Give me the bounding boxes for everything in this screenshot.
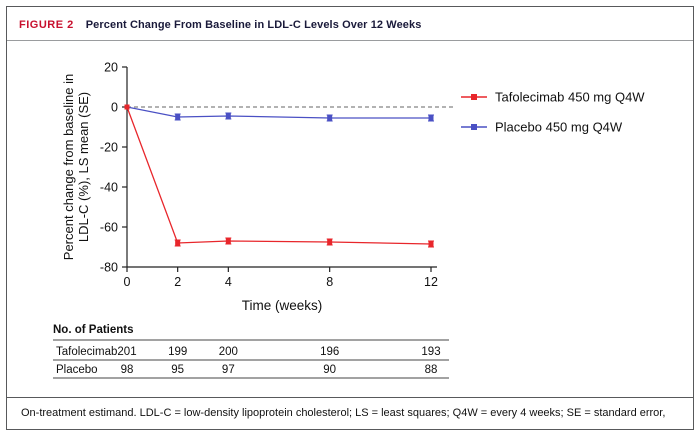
series-line bbox=[126, 106, 432, 245]
data-marker bbox=[175, 240, 181, 246]
y-tick-label: 0 bbox=[111, 100, 118, 114]
patients-row-label: Tafolecimab bbox=[56, 346, 117, 358]
x-axis-label: Time (weeks) bbox=[242, 298, 323, 313]
y-axis-label: Percent change from baseline inLDL-C (%)… bbox=[61, 74, 91, 260]
patients-count: 201 bbox=[117, 346, 136, 358]
data-marker bbox=[225, 113, 231, 119]
y-tick-label: 20 bbox=[104, 60, 118, 74]
figure-panel: FIGURE 2 Percent Change From Baseline in … bbox=[6, 6, 694, 430]
x-tick-label: 0 bbox=[124, 275, 131, 289]
x-tick-label: 8 bbox=[326, 275, 333, 289]
patients-count: 200 bbox=[219, 346, 238, 358]
x-tick-label: 12 bbox=[424, 275, 438, 289]
y-tick-label: -60 bbox=[100, 220, 118, 234]
patients-table-title: No. of Patients bbox=[53, 324, 134, 336]
series-line bbox=[126, 106, 431, 119]
figure-label: FIGURE 2 bbox=[19, 19, 74, 31]
patients-count: 90 bbox=[323, 364, 336, 376]
data-marker bbox=[428, 241, 434, 247]
data-marker bbox=[327, 115, 333, 121]
patients-count: 196 bbox=[320, 346, 339, 358]
y-tick-label: -40 bbox=[100, 180, 118, 194]
figure-title: Percent Change From Baseline in LDL-C Le… bbox=[85, 19, 422, 31]
y-tick-label: -80 bbox=[100, 260, 118, 274]
x-tick-label: 2 bbox=[174, 275, 181, 289]
legend-item-label: Placebo 450 mg Q4W bbox=[495, 120, 623, 135]
legend-item-label: Tafolecimab 450 mg Q4W bbox=[495, 90, 645, 105]
patients-count: 193 bbox=[421, 346, 440, 358]
patients-row-label: Placebo bbox=[56, 364, 98, 376]
data-marker bbox=[175, 114, 181, 120]
y-tick-label: -20 bbox=[100, 140, 118, 154]
x-tick-label: 4 bbox=[225, 275, 232, 289]
legend-swatch-marker bbox=[471, 124, 477, 130]
patients-count: 97 bbox=[222, 364, 235, 376]
data-marker bbox=[428, 115, 434, 121]
data-marker bbox=[225, 238, 231, 244]
patients-count: 98 bbox=[121, 364, 134, 376]
figure-footnote: On-treatment estimand. LDL-C = low-densi… bbox=[7, 397, 693, 429]
patients-count: 199 bbox=[168, 346, 187, 358]
data-marker bbox=[327, 239, 333, 245]
figure-header: FIGURE 2 Percent Change From Baseline in … bbox=[7, 7, 693, 41]
data-marker bbox=[124, 104, 130, 110]
patients-count: 88 bbox=[425, 364, 438, 376]
patients-count: 95 bbox=[171, 364, 184, 376]
legend-swatch-marker bbox=[471, 94, 477, 100]
